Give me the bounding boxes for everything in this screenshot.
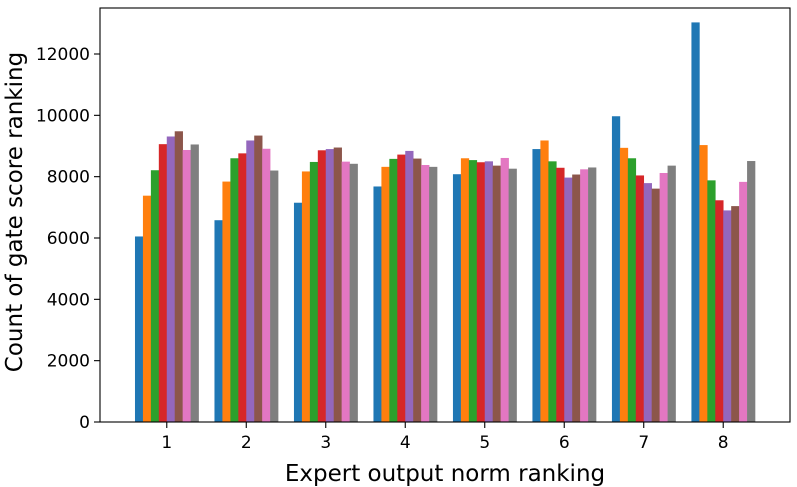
bar-series3-cat5 bbox=[468, 160, 478, 423]
bar-series8-cat6 bbox=[588, 167, 597, 422]
bar-series8-cat5 bbox=[508, 168, 517, 422]
bar-series5-cat2 bbox=[246, 140, 255, 423]
x-tick-label: 8 bbox=[718, 433, 729, 453]
y-tick-label: 8000 bbox=[47, 168, 90, 188]
bar-series6-cat7 bbox=[651, 188, 660, 422]
x-tick-label: 4 bbox=[400, 433, 411, 453]
bar-series1-cat3 bbox=[293, 202, 303, 422]
bar-series2-cat2 bbox=[222, 181, 231, 422]
y-tick-label: 0 bbox=[79, 413, 90, 433]
y-axis-label: Count of gate score ranking bbox=[2, 52, 28, 372]
bar-series7-cat3 bbox=[341, 161, 350, 422]
plot-frame bbox=[99, 7, 791, 423]
bar-series2-cat1 bbox=[142, 195, 152, 422]
bar-series3-cat7 bbox=[627, 158, 637, 422]
bar-series4-cat4 bbox=[397, 154, 406, 422]
bar-series1-cat8 bbox=[691, 22, 700, 422]
bar-series7-cat6 bbox=[580, 169, 589, 422]
bar-series8-cat8 bbox=[747, 161, 756, 422]
bar-series3-cat8 bbox=[707, 180, 716, 422]
bar-series1-cat7 bbox=[611, 116, 621, 422]
bar-series5-cat6 bbox=[564, 177, 573, 422]
bar-series8-cat1 bbox=[190, 144, 199, 422]
bar-series2-cat3 bbox=[301, 171, 311, 422]
bar-series5-cat5 bbox=[484, 161, 493, 422]
bar-series8-cat3 bbox=[349, 163, 358, 423]
bar-series7-cat5 bbox=[500, 157, 509, 422]
bar-series3-cat2 bbox=[230, 158, 239, 422]
bar-series7-cat2 bbox=[262, 148, 271, 422]
x-tick-label: 3 bbox=[320, 433, 331, 453]
x-axis-ticks: 1 2 3 4 5 6 7 8 bbox=[161, 422, 729, 453]
bar-series4-cat3 bbox=[317, 150, 327, 423]
y-tick-label: 2000 bbox=[47, 352, 90, 372]
bar-series3-cat4 bbox=[389, 158, 398, 422]
bar-series5-cat1 bbox=[166, 136, 176, 423]
x-tick-label: 7 bbox=[638, 433, 649, 453]
bar-series5-cat3 bbox=[325, 149, 335, 422]
bar-series7-cat1 bbox=[182, 149, 191, 423]
bar-series1-cat1 bbox=[134, 236, 144, 422]
x-axis-label: Expert output norm ranking bbox=[285, 461, 605, 487]
bar-series8-cat4 bbox=[429, 166, 438, 422]
x-tick-label: 6 bbox=[559, 433, 570, 453]
bar-series4-cat1 bbox=[158, 144, 168, 422]
x-tick-label: 5 bbox=[479, 433, 490, 453]
bar-series1-cat2 bbox=[214, 220, 223, 422]
bar-series7-cat7 bbox=[659, 172, 668, 422]
bars-group bbox=[134, 22, 756, 423]
bar-series2-cat5 bbox=[460, 158, 470, 422]
bar-series6-cat8 bbox=[731, 206, 740, 422]
bar-series6-cat4 bbox=[413, 158, 422, 422]
bar-series2-cat8 bbox=[699, 145, 708, 422]
bar-series6-cat5 bbox=[492, 165, 501, 422]
bar-series8-cat2 bbox=[270, 170, 279, 422]
bar-series7-cat4 bbox=[421, 165, 430, 422]
y-tick-label: 4000 bbox=[47, 290, 90, 310]
bar-series2-cat7 bbox=[619, 147, 629, 422]
y-tick-label: 6000 bbox=[47, 229, 90, 249]
bar-series1-cat6 bbox=[532, 149, 541, 422]
bar-series3-cat3 bbox=[309, 161, 319, 422]
bar-series5-cat7 bbox=[643, 183, 652, 422]
bar-series5-cat8 bbox=[723, 210, 732, 422]
bar-series8-cat7 bbox=[667, 165, 676, 422]
bar-series4-cat6 bbox=[556, 167, 565, 422]
bar-series2-cat4 bbox=[381, 166, 390, 422]
bar-series5-cat4 bbox=[405, 150, 414, 422]
bar-series4-cat7 bbox=[635, 175, 645, 422]
bar-series4-cat5 bbox=[476, 162, 486, 422]
y-tick-label: 12000 bbox=[36, 45, 90, 65]
x-tick-label: 2 bbox=[241, 433, 252, 453]
bar-series6-cat3 bbox=[333, 147, 342, 422]
bar-series6-cat1 bbox=[174, 131, 183, 422]
y-axis-ticks: 0 2000 4000 6000 8000 10000 12000 bbox=[36, 45, 100, 433]
bar-series6-cat2 bbox=[254, 135, 263, 422]
bar-series2-cat6 bbox=[540, 140, 549, 423]
bar-series4-cat8 bbox=[715, 200, 724, 422]
bar-series6-cat6 bbox=[572, 174, 581, 422]
y-tick-label: 10000 bbox=[36, 106, 90, 126]
bar-series1-cat4 bbox=[373, 186, 382, 422]
bar-series3-cat1 bbox=[150, 170, 160, 422]
bar-series4-cat2 bbox=[238, 153, 247, 423]
bar-series7-cat8 bbox=[739, 181, 748, 422]
bar-series1-cat5 bbox=[452, 174, 462, 422]
bar-series3-cat6 bbox=[548, 161, 557, 422]
x-tick-label: 1 bbox=[161, 433, 172, 453]
